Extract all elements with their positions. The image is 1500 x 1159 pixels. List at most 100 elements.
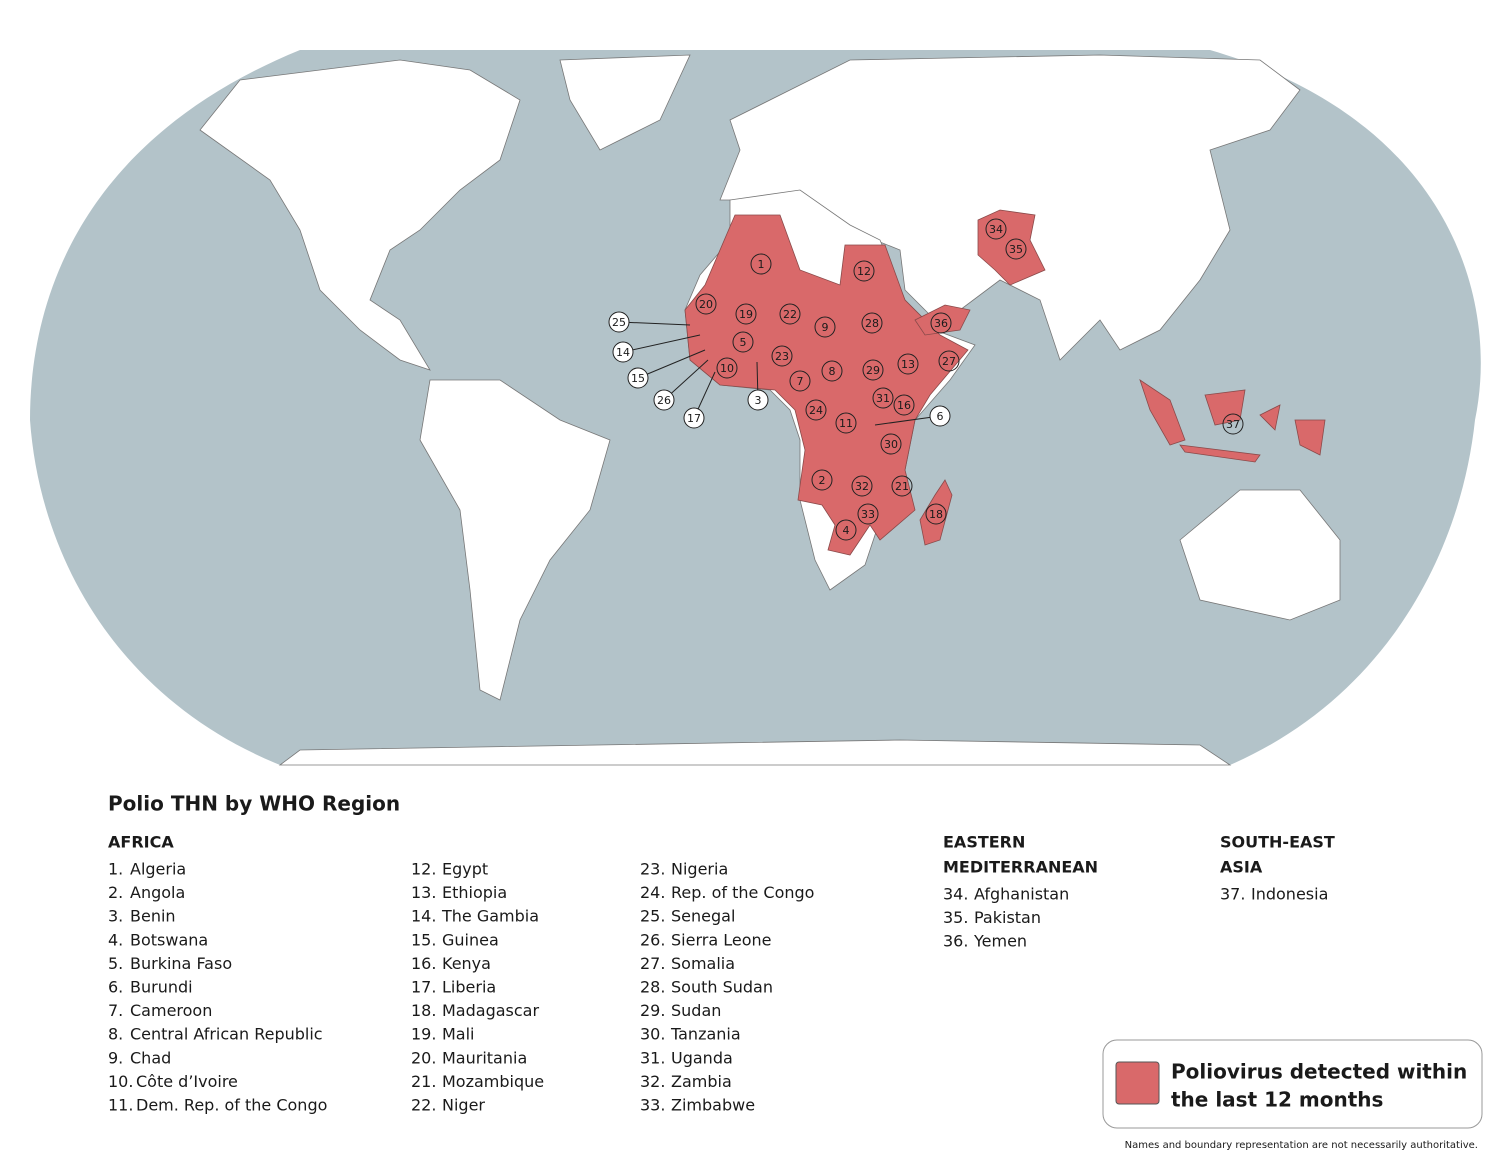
marker-label: 19 <box>739 308 753 321</box>
marker-label: 14 <box>616 346 630 359</box>
country-number: 3. <box>108 907 123 926</box>
country-name: Angola <box>130 883 185 902</box>
country-number: 33. <box>640 1096 665 1115</box>
greenland <box>559 54 691 151</box>
country-number: 27. <box>640 954 665 973</box>
country-name: Algeria <box>130 860 186 879</box>
affected-africa <box>684 214 969 556</box>
country-name: Botswana <box>130 930 208 949</box>
country-number: 36. <box>943 932 968 951</box>
country-number: 22. <box>411 1096 436 1115</box>
country-number: 16. <box>411 954 436 973</box>
country-number: 7. <box>108 1001 123 1020</box>
marker-label: 23 <box>775 350 789 363</box>
south-america <box>419 379 611 701</box>
antarctica <box>278 739 1232 766</box>
country-name: Kenya <box>442 954 491 973</box>
country-name: Dem. Rep. of the Congo <box>136 1096 327 1115</box>
leader-line <box>618 321 691 326</box>
legend-label: Poliovirus detected within <box>1171 1060 1467 1084</box>
marker-label: 18 <box>929 508 943 521</box>
marker-circle <box>811 469 833 491</box>
country-number: 4. <box>108 930 123 949</box>
marker-circle <box>779 303 801 325</box>
marker-label: 7 <box>797 375 804 388</box>
eurasia <box>719 54 1301 361</box>
marker-circle <box>695 293 717 315</box>
country-name: Ethiopia <box>442 883 507 902</box>
country-number: 29. <box>640 1001 665 1020</box>
country-number: 34. <box>943 885 968 904</box>
legend-box <box>1102 1039 1483 1129</box>
marker-label: 16 <box>897 399 911 412</box>
marker-circle <box>862 359 884 381</box>
marker-label: 22 <box>783 308 797 321</box>
marker-circle <box>750 253 772 275</box>
legend-label: the last 12 months <box>1171 1088 1383 1112</box>
marker-circle <box>929 405 951 427</box>
marker-label: 34 <box>989 223 1003 236</box>
marker-label: 36 <box>934 317 948 330</box>
country-name: Egypt <box>442 860 488 879</box>
country-number: 23. <box>640 860 665 879</box>
country-name: Nigeria <box>671 860 728 879</box>
country-name: Rep. of the Congo <box>671 883 814 902</box>
marker-label: 11 <box>839 417 853 430</box>
marker-label: 37 <box>1226 418 1240 431</box>
country-number: 24. <box>640 883 665 902</box>
country-name: South Sudan <box>671 978 773 997</box>
country-number: 20. <box>411 1048 436 1067</box>
country-name: Burkina Faso <box>130 954 232 973</box>
country-name: Mali <box>442 1025 475 1044</box>
marker-circle <box>732 331 754 353</box>
marker-circle <box>1005 238 1027 260</box>
marker-label: 17 <box>687 412 701 425</box>
country-number: 17. <box>411 978 436 997</box>
marker-label: 31 <box>876 392 890 405</box>
marker-label: 25 <box>612 316 626 329</box>
country-number: 25. <box>640 907 665 926</box>
affected-yemen <box>914 304 971 336</box>
country-name: Madagascar <box>442 1001 539 1020</box>
marker-circle <box>851 475 873 497</box>
country-number: 37. <box>1220 885 1245 904</box>
marker-label: 26 <box>657 394 671 407</box>
marker-circle <box>835 412 857 434</box>
country-name: Zambia <box>671 1072 732 1091</box>
marker-label: 32 <box>855 480 869 493</box>
country-number: 31. <box>640 1048 665 1067</box>
country-number: 26. <box>640 930 665 949</box>
country-number: 28. <box>640 978 665 997</box>
country-number: 13. <box>411 883 436 902</box>
marker-circle <box>612 341 634 363</box>
leader-line <box>874 415 941 426</box>
country-number: 18. <box>411 1001 436 1020</box>
country-name: Mozambique <box>442 1072 544 1091</box>
marker-circle <box>930 312 952 334</box>
marker-circle <box>861 312 883 334</box>
country-number: 19. <box>411 1025 436 1044</box>
affected-afghanistan-pakistan <box>977 209 1046 286</box>
country-name: Senegal <box>671 907 735 926</box>
region-title: AFRICA <box>108 833 174 852</box>
country-number: 30. <box>640 1025 665 1044</box>
marker-circle <box>627 367 649 389</box>
marker-label: 8 <box>829 365 836 378</box>
country-number: 14. <box>411 907 436 926</box>
marker-label: 20 <box>699 298 713 311</box>
country-name: Indonesia <box>1251 885 1328 904</box>
marker-label: 24 <box>809 404 823 417</box>
marker-circle <box>880 433 902 455</box>
country-name: The Gambia <box>441 907 539 926</box>
country-name: Côte d’Ivoire <box>136 1072 238 1091</box>
marker-circle <box>1222 413 1244 435</box>
marker-circle <box>872 387 894 409</box>
country-number: 1. <box>108 860 123 879</box>
marker-circle <box>985 218 1007 240</box>
north-america <box>199 59 521 371</box>
country-name: Yemen <box>973 932 1027 951</box>
region-title: MEDITERRANEAN <box>943 858 1098 877</box>
marker-label: 28 <box>865 317 879 330</box>
region-title: EASTERN <box>943 833 1025 852</box>
marker-circle <box>853 260 875 282</box>
